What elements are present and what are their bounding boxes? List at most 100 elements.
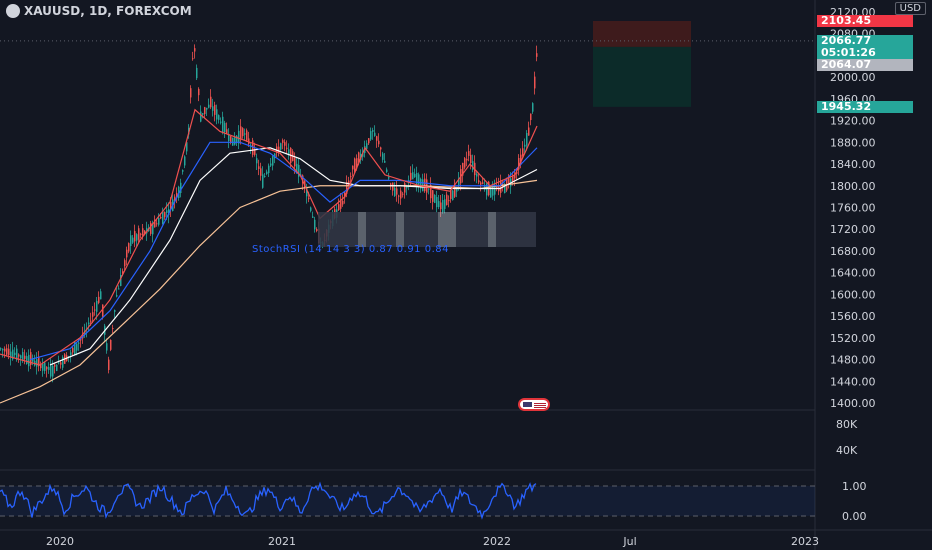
candle-body	[88, 322, 90, 325]
candle-body	[92, 312, 94, 317]
candle-body	[46, 366, 48, 370]
candle-body	[430, 185, 432, 199]
symbol-header[interactable]: XAUUSD, 1D, FOREXCOM	[6, 4, 192, 18]
candle-body	[142, 228, 144, 236]
time-tick-label: 2022	[483, 535, 511, 548]
candle-body	[398, 195, 400, 197]
candle-body	[512, 175, 514, 183]
candle-body	[266, 171, 268, 174]
candle-body	[234, 137, 236, 145]
candle-body	[298, 164, 300, 177]
candle-body	[126, 249, 128, 258]
candle-body	[190, 88, 192, 98]
candle-body	[462, 162, 464, 176]
candle-body	[402, 193, 404, 195]
candle-body	[434, 194, 436, 203]
candle-body	[192, 58, 194, 60]
candle-body	[90, 320, 92, 322]
candle-body	[132, 237, 134, 243]
price-tick-label: 1600.00	[830, 288, 876, 301]
candle-body	[96, 300, 98, 312]
candle-body	[356, 158, 358, 169]
candle-body	[532, 103, 534, 112]
candle-body	[526, 132, 528, 146]
candle-body	[528, 127, 530, 136]
candle-body	[264, 176, 266, 178]
time-tick-label: Jul	[622, 535, 636, 548]
candle-body	[454, 187, 456, 197]
price-tick-label: 1920.00	[830, 115, 876, 128]
candle-body	[26, 356, 28, 365]
candle-body	[160, 216, 162, 219]
us-flag-event-icon[interactable]	[518, 398, 550, 411]
candle-body	[78, 342, 80, 344]
currency-label[interactable]: USD	[894, 2, 926, 15]
candle-body	[122, 271, 124, 274]
price-tag: 2103.45	[817, 14, 913, 27]
candle-body	[222, 116, 224, 133]
candle-body	[354, 158, 356, 173]
candle-body	[14, 352, 16, 356]
price-tick-label: 2000.00	[830, 71, 876, 84]
candle-body	[240, 126, 242, 140]
candle-body	[32, 358, 34, 362]
candle-body	[370, 131, 372, 140]
overlay-segment	[496, 212, 536, 247]
candle-body	[224, 122, 226, 133]
candle-body	[40, 364, 42, 369]
candle-body	[406, 186, 408, 189]
candle-body	[186, 142, 188, 152]
candle-body	[352, 165, 354, 170]
candle-body	[496, 185, 498, 190]
candle-body	[282, 140, 284, 143]
candle-body	[212, 106, 214, 111]
candle-body	[536, 53, 538, 57]
candle-body	[18, 354, 20, 357]
candle-body	[220, 121, 222, 123]
price-tick-label: 1880.00	[830, 136, 876, 149]
candle-body	[478, 180, 480, 183]
candle-body	[102, 304, 104, 317]
candle-body	[150, 222, 152, 234]
candle-body	[226, 129, 228, 134]
candle-body	[198, 88, 200, 96]
candle-body	[378, 140, 380, 145]
candle-body	[250, 144, 252, 147]
candle-body	[200, 111, 202, 122]
candle-body	[12, 349, 14, 360]
candle-body	[196, 67, 198, 79]
candle-body	[452, 190, 454, 201]
candle-body	[68, 356, 70, 358]
candle-body	[206, 107, 208, 110]
candle-body	[470, 154, 472, 164]
candle-body	[424, 178, 426, 192]
candle-body	[110, 339, 112, 350]
candle-body	[50, 365, 52, 377]
candle-body	[368, 138, 370, 144]
candle-body	[394, 187, 396, 197]
candle-body	[176, 192, 178, 198]
candle-body	[288, 149, 290, 155]
candle-body	[494, 184, 496, 195]
price-tick-label: 1840.00	[830, 158, 876, 171]
candle-body	[60, 362, 62, 365]
candle-body	[246, 130, 248, 141]
price-tag: 1945.32	[817, 100, 913, 113]
candle-body	[346, 182, 348, 194]
candle-body	[128, 243, 130, 252]
candle-body	[384, 160, 386, 163]
candle-body	[262, 174, 264, 188]
candle-body	[268, 165, 270, 174]
candle-body	[184, 156, 186, 166]
candle-body	[524, 144, 526, 147]
candle-body	[374, 132, 376, 136]
price-tick-label: 1520.00	[830, 332, 876, 345]
candle-body	[534, 76, 536, 89]
candle-body	[202, 113, 204, 115]
candle-body	[468, 151, 470, 156]
candle-body	[306, 187, 308, 197]
candle-body	[504, 184, 506, 194]
candle-body	[500, 180, 502, 193]
symbol-title: XAUUSD, 1D, FOREXCOM	[24, 4, 192, 18]
